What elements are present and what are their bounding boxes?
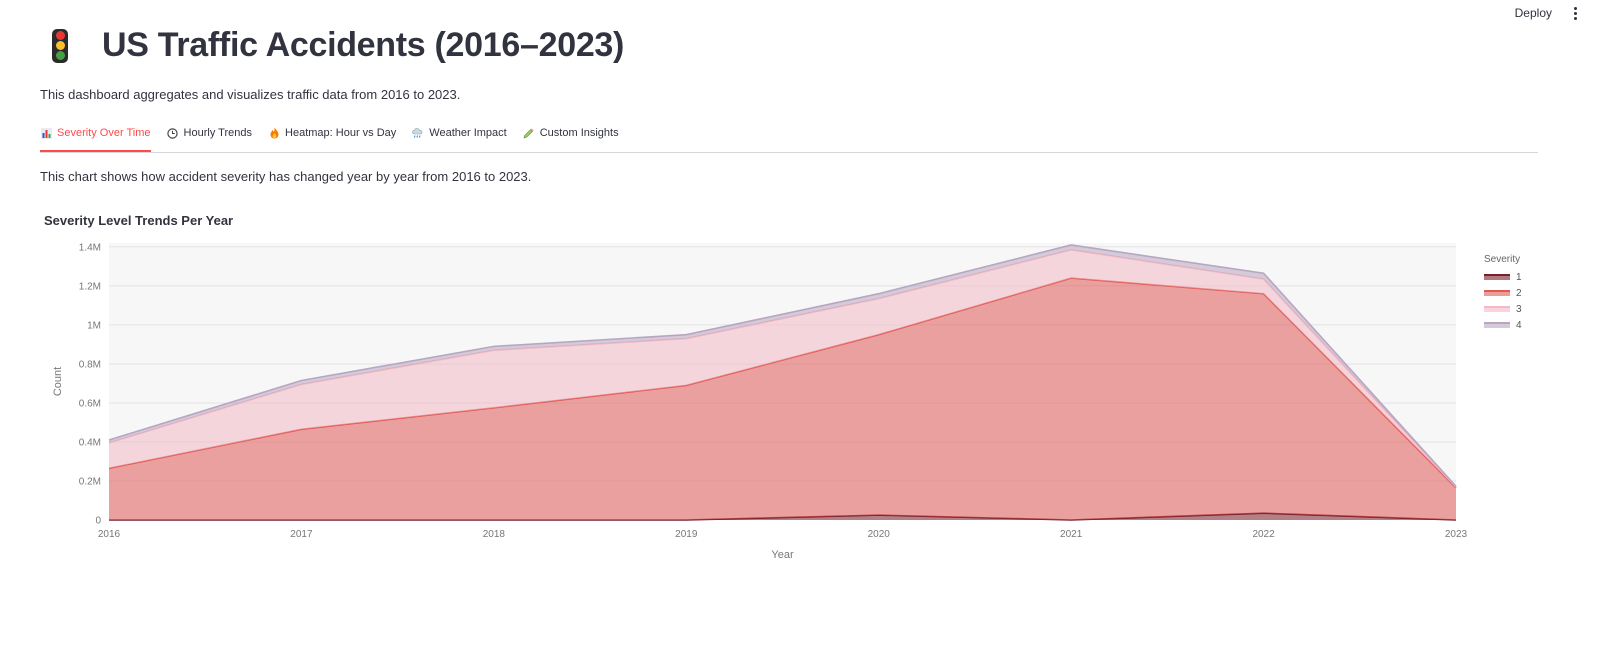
- legend-item-severity-2[interactable]: 2: [1484, 285, 1522, 301]
- y-tick-label: 1.4M: [79, 242, 101, 253]
- deploy-button[interactable]: Deploy: [1514, 6, 1552, 20]
- x-tick-label: 2020: [868, 529, 891, 540]
- x-tick-label: 2017: [290, 529, 313, 540]
- page-title: US Traffic Accidents (2016–2023): [102, 26, 625, 64]
- x-axis-label: Year: [771, 549, 794, 561]
- legend-swatch: [1484, 290, 1510, 296]
- top-toolbar: Deploy: [1515, 0, 1600, 26]
- x-tick-label: 2022: [1252, 529, 1275, 540]
- tab-custom-insights[interactable]: Custom Insights: [523, 119, 619, 152]
- x-tick-label: 2021: [1060, 529, 1083, 540]
- legend-item-severity-3[interactable]: 3: [1484, 301, 1522, 317]
- tab-label: Severity Over Time: [57, 127, 151, 139]
- x-tick-label: 2018: [483, 529, 506, 540]
- rain-cloud-icon: [412, 127, 424, 139]
- legend-label: 1: [1516, 271, 1522, 283]
- fire-icon: [268, 127, 280, 139]
- line-severity-3[interactable]: [108, 249, 1457, 488]
- x-tick-label: 2016: [98, 529, 121, 540]
- y-tick-label: 0.2M: [79, 476, 101, 487]
- bar-chart-icon: [40, 127, 52, 139]
- tab-hourly-trends[interactable]: Hourly Trends: [167, 119, 252, 152]
- traffic-light-icon: [52, 28, 68, 63]
- tab-label: Weather Impact: [429, 127, 507, 139]
- page-subtitle: This dashboard aggregates and visualizes…: [40, 87, 461, 102]
- legend-swatch: [1484, 274, 1510, 280]
- severity-area-chart[interactable]: 0 0.2M 0.4M 0.6M 0.8M 1M 1.2M 1.4M 2016 2017 2018 2…: [0, 230, 1480, 575]
- legend-label: 4: [1516, 319, 1522, 331]
- main-menu-icon[interactable]: [1574, 6, 1578, 20]
- legend-label: 2: [1516, 287, 1522, 299]
- tab-label: Heatmap: Hour vs Day: [285, 127, 397, 139]
- x-tick-label: 2023: [1445, 529, 1468, 540]
- legend-swatch: [1484, 322, 1510, 328]
- legend-swatch: [1484, 306, 1510, 312]
- y-tick-label: 0.8M: [79, 359, 101, 370]
- y-tick-label: 0.4M: [79, 437, 101, 448]
- tab-weather-impact[interactable]: Weather Impact: [412, 119, 507, 152]
- chart-title: Severity Level Trends Per Year: [44, 213, 234, 228]
- y-tick-label: 0: [95, 516, 101, 527]
- line-severity-4[interactable]: [108, 244, 1457, 487]
- legend-item-severity-1[interactable]: 1: [1484, 269, 1522, 285]
- tab-severity-over-time[interactable]: Severity Over Time: [40, 119, 151, 152]
- legend-item-severity-4[interactable]: 4: [1484, 317, 1522, 333]
- x-tick-label: 2019: [675, 529, 698, 540]
- y-tick-label: 1.2M: [79, 281, 101, 292]
- area-severity-2[interactable]: [109, 278, 1456, 520]
- y-tick-label: 0.6M: [79, 398, 101, 409]
- legend-title: Severity: [1484, 254, 1521, 265]
- page-header: US Traffic Accidents (2016–2023): [52, 26, 624, 65]
- tab-label: Custom Insights: [539, 127, 619, 139]
- chart-legend: Severity 1 2 3 4: [1484, 254, 1522, 333]
- tab-label: Hourly Trends: [183, 127, 253, 139]
- y-tick-label: 1M: [87, 320, 101, 331]
- tab-heatmap-hour-vs-day[interactable]: Heatmap: Hour vs Day: [268, 119, 396, 152]
- clock-icon: [167, 127, 179, 139]
- legend-label: 3: [1516, 303, 1522, 315]
- tab-bar: Severity Over Time Hourly Trends Heatmap…: [40, 119, 1538, 153]
- y-axis-label: Count: [52, 367, 64, 396]
- chart-description: This chart shows how accident severity h…: [40, 169, 532, 184]
- pencil-icon: [523, 127, 535, 139]
